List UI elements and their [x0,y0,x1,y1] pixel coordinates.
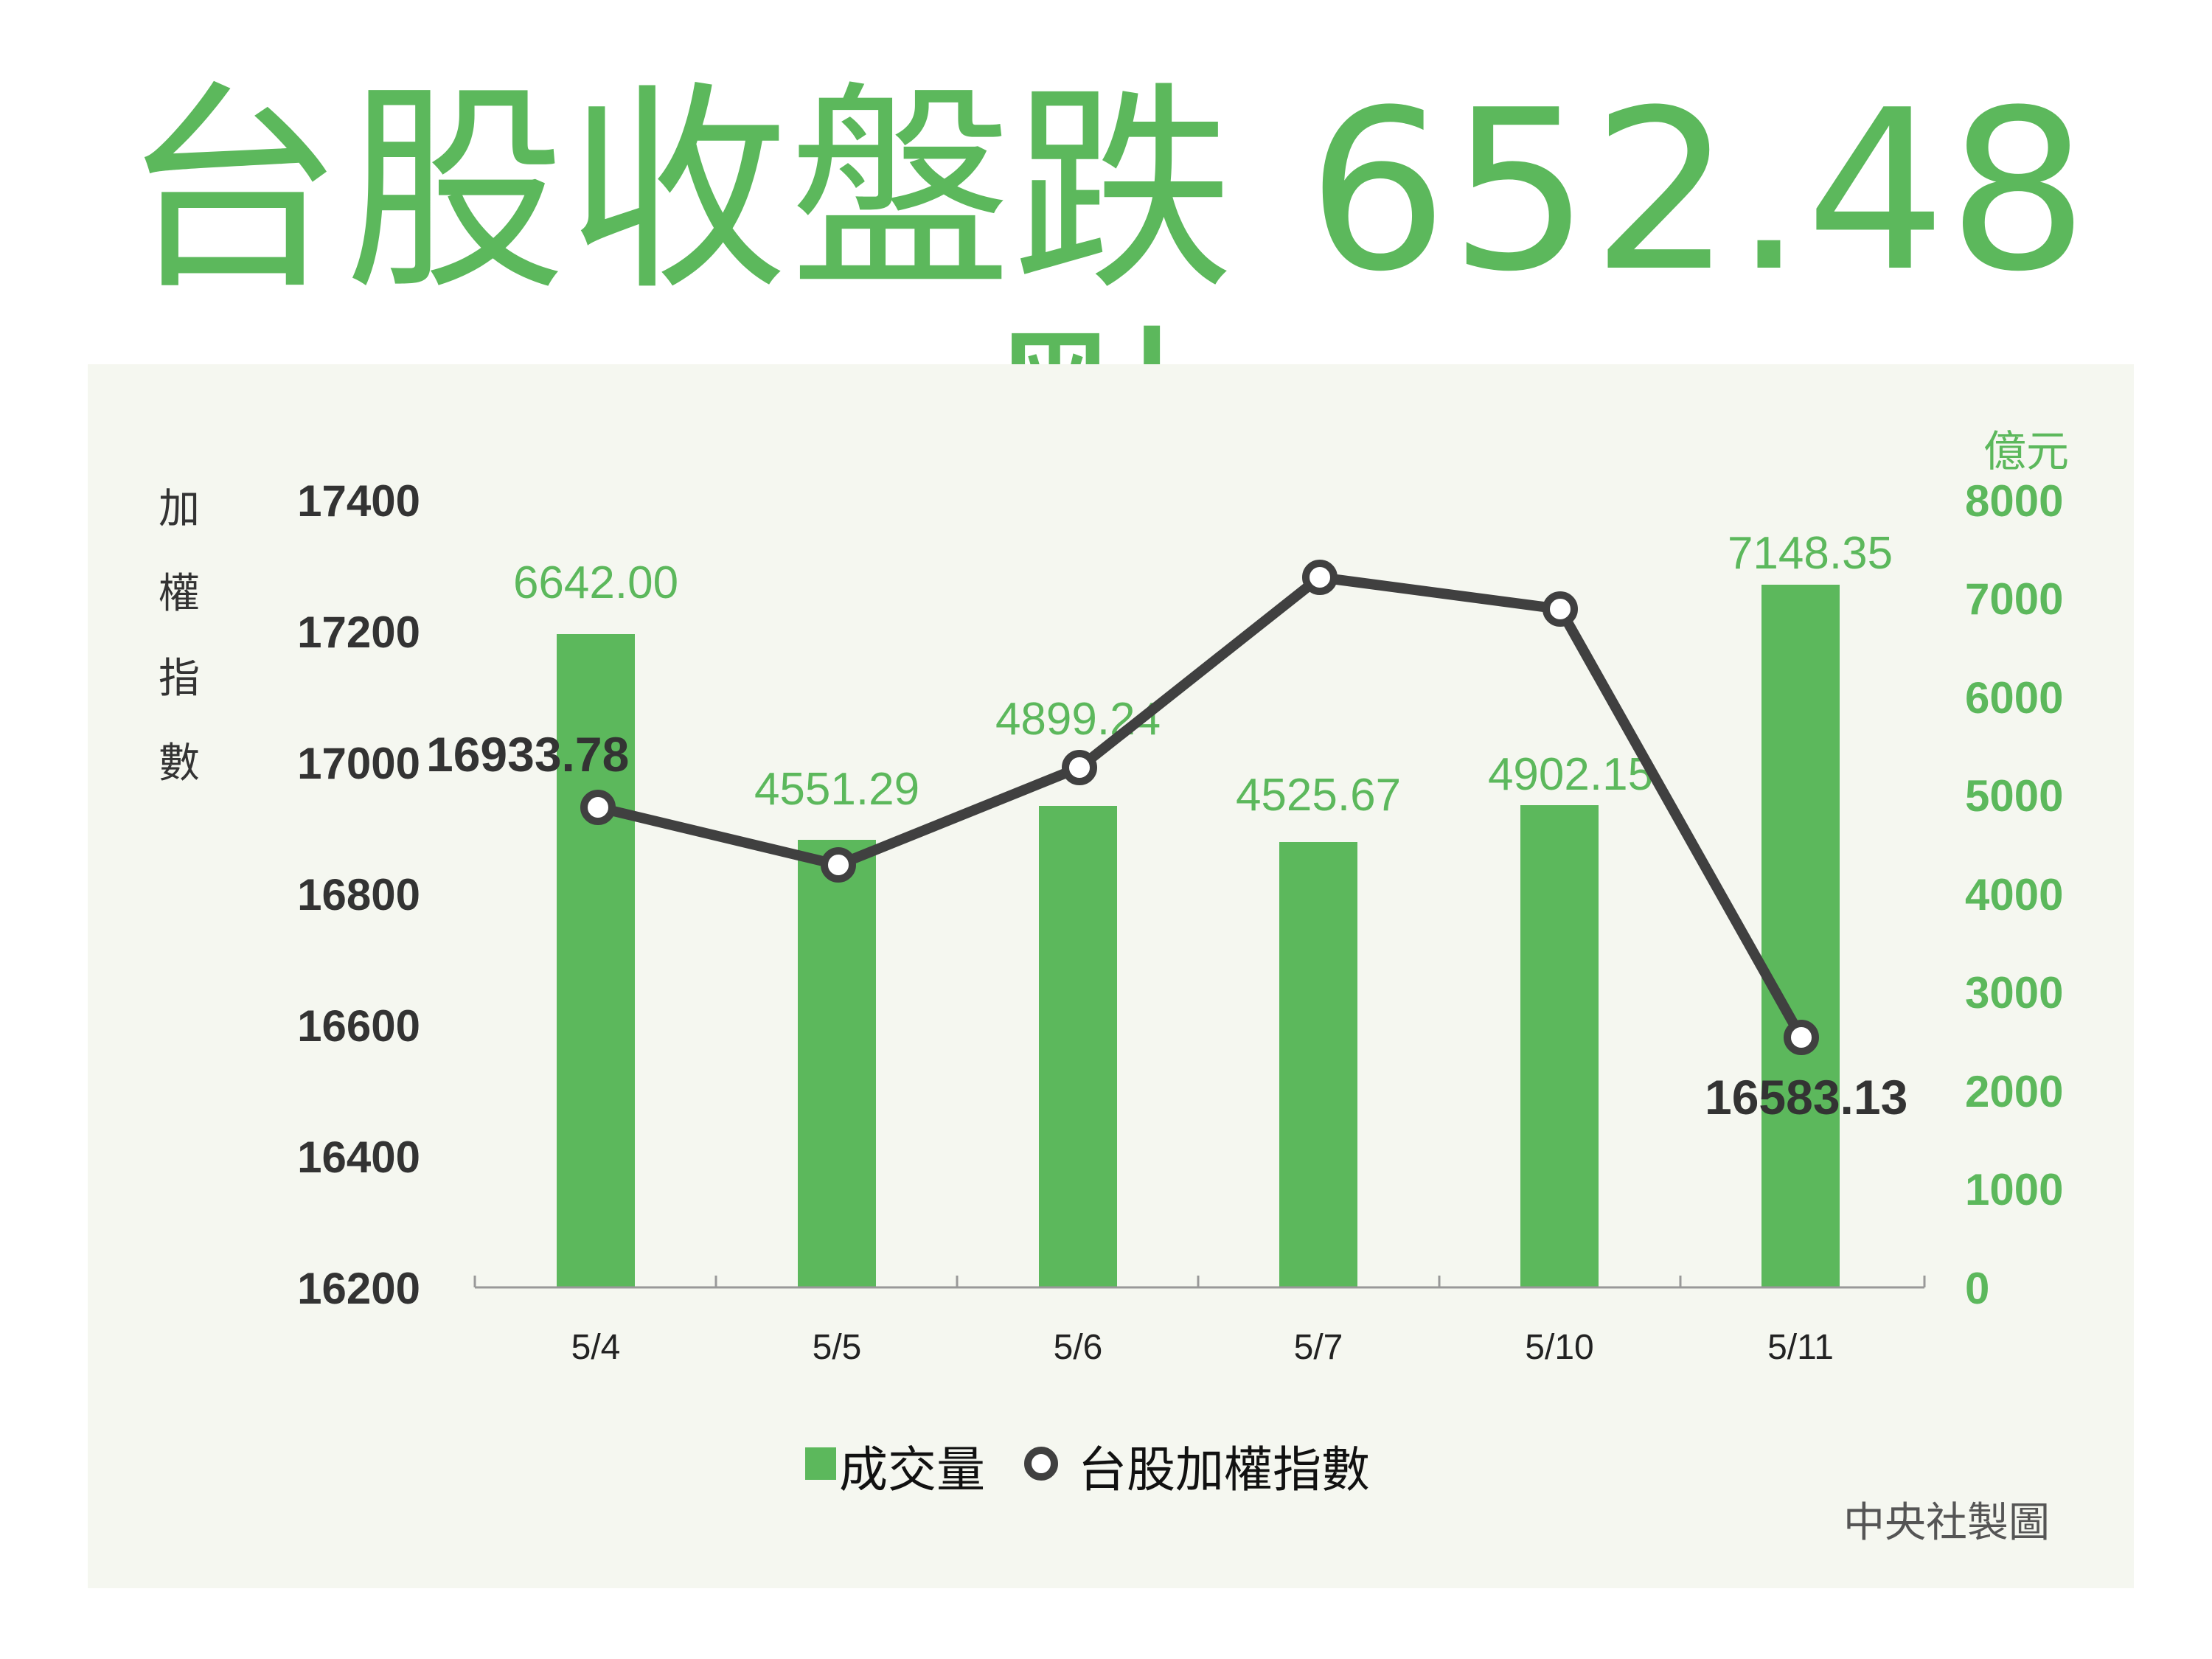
legend-marker-icon [1024,1447,1058,1481]
volume-bar [1279,842,1357,1287]
right-tick: 7000 [1965,574,2064,624]
volume-bar [1520,805,1599,1287]
bar-value-label: 4902.15 [1487,749,1654,800]
index-markers [580,560,1819,1055]
volume-bar [1761,585,1840,1287]
volume-bar [798,840,876,1287]
index-label-last: 16583.13 [1705,1070,1908,1124]
left-axis-title-char: 權 [159,570,200,618]
index-line [597,572,1806,1040]
left-tick: 17400 [297,476,420,526]
x-tick-label: 5/10 [1525,1328,1594,1367]
left-axis-title-char: 數 [159,740,200,787]
right-tick: 3000 [1965,968,2064,1018]
x-tick-label: 5/4 [571,1328,621,1367]
left-axis-title-char: 指 [159,655,200,703]
x-tick-label: 5/11 [1767,1328,1834,1367]
left-tick: 17000 [297,739,420,788]
legend-volume-label: 成交量 [839,1441,985,1498]
right-tick: 1000 [1965,1165,2064,1214]
right-tick: 2000 [1965,1067,2064,1116]
bar-value-label: 6642.00 [512,557,679,608]
credit-text: 中央社製圖 [1843,1499,2050,1547]
left-tick: 17200 [297,608,420,657]
left-axis-title-char: 加 [159,485,200,533]
right-tick: 4000 [1965,870,2064,919]
bar-value-label: 4551.29 [754,764,920,815]
left-tick: 16400 [297,1133,420,1182]
index-label-first: 16933.78 [426,727,630,782]
x-tick-label: 5/5 [812,1328,862,1367]
left-tick: 16600 [297,1001,420,1051]
legend-bar-swatch [805,1447,836,1480]
right-tick: 5000 [1965,771,2064,821]
volume-bar [1039,806,1117,1287]
x-tick-label: 5/7 [1293,1328,1343,1367]
bar-value-label: 4525.67 [1235,770,1402,821]
left-tick: 16800 [297,870,420,919]
left-tick: 16200 [297,1264,420,1313]
legend-index-label: 台股加權指數 [1078,1441,1370,1498]
volume-bar [557,634,635,1287]
right-tick: 8000 [1965,476,2064,526]
x-axis-ticks [473,1276,1926,1287]
right-tick: 0 [1965,1264,1990,1313]
right-axis-unit: 億元 [1983,428,2070,476]
x-tick-label: 5/6 [1053,1328,1103,1367]
right-tick: 6000 [1965,673,2064,723]
bar-value-label: 7148.35 [1727,528,1893,579]
